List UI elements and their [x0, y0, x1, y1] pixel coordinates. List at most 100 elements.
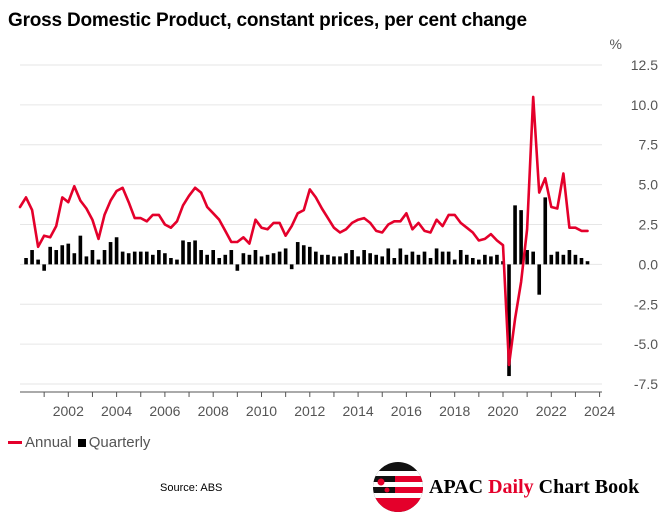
quarterly-bar [84, 256, 89, 265]
quarterly-bar [199, 250, 203, 265]
quarterly-bar [169, 258, 173, 265]
quarterly-bar [332, 256, 336, 265]
quarterly-bar [573, 254, 578, 265]
quarterly-bar [205, 254, 209, 265]
quarterly-bar [223, 254, 228, 265]
quarterly-bar [398, 248, 403, 265]
quarterly-bar [344, 253, 348, 265]
x-tick-label: 2004 [101, 403, 132, 419]
quarterly-bar [464, 254, 469, 265]
quarterly-bar [54, 250, 59, 265]
quarterly-bar [422, 251, 427, 265]
quarterly-bar [320, 254, 324, 265]
quarterly-bar [470, 258, 475, 265]
annual-line [18, 95, 589, 367]
quarterly-bar [60, 245, 65, 265]
quarterly-bar [144, 251, 149, 265]
y-tick-label: -5.0 [634, 336, 658, 352]
quarterly-bar [549, 254, 554, 265]
legend: Annual Quarterly [8, 434, 156, 451]
annual-line-layer [18, 95, 589, 367]
quarterly-bar [513, 205, 517, 265]
brand-logo-icon [373, 462, 423, 512]
quarterly-bar [96, 259, 101, 265]
quarterly-bar [446, 251, 451, 265]
quarterly-bar [138, 251, 143, 265]
quarterly-bar [265, 254, 270, 265]
quarterly-bar [537, 264, 542, 295]
quarterly-bar [132, 251, 137, 265]
quarterly-bar [229, 250, 234, 265]
quarterly-bar [326, 254, 330, 265]
quarterly-bar [416, 254, 421, 265]
y-tick-label: -2.5 [634, 296, 658, 312]
quarterly-bar [30, 250, 34, 265]
quarterly-bar [428, 258, 433, 265]
brand-name-suffix: Chart Book [533, 475, 640, 498]
quarterly-bar [181, 240, 185, 265]
quarterly-bar [283, 248, 288, 265]
quarterly-bar [241, 253, 246, 265]
legend-swatch-annual [8, 441, 22, 444]
quarterly-bar [163, 253, 167, 265]
quarterly-bars [24, 197, 590, 377]
quarterly-bar [555, 251, 560, 265]
quarterly-bar [356, 256, 360, 265]
quarterly-bar [277, 251, 282, 265]
quarterly-bar [247, 254, 252, 265]
y-axis-unit: % [610, 36, 622, 52]
quarterly-bar [338, 256, 342, 265]
brand-name: APAC Daily Chart Book [429, 476, 639, 499]
quarterly-bar [48, 246, 52, 265]
quarterly-bar [72, 253, 77, 265]
quarterly-bar [404, 254, 409, 265]
quarterly-bar [187, 242, 191, 265]
quarterly-bar [368, 253, 372, 265]
quarterly-bar [259, 256, 264, 265]
quarterly-bar [157, 250, 161, 265]
legend-label-quarterly: Quarterly [88, 434, 151, 451]
x-tick-label: 2016 [391, 403, 422, 419]
quarterly-bar [410, 251, 415, 265]
y-tick-label: 12.5 [631, 57, 658, 73]
quarterly-bar [126, 253, 131, 265]
quarterly-bar [235, 264, 240, 271]
quarterly-bar [579, 258, 584, 265]
x-tick-label: 2018 [439, 403, 470, 419]
y-tick-label: 0.0 [639, 256, 659, 272]
quarterly-bar [151, 254, 155, 265]
quarterly-bar [102, 250, 107, 265]
quarterly-bar [253, 250, 258, 265]
y-tick-label: 5.0 [639, 177, 659, 193]
x-tick-label: 2006 [149, 403, 180, 419]
quarterly-bar [66, 243, 71, 265]
x-tick-label: 2002 [53, 403, 84, 419]
quarterly-bar [350, 250, 354, 265]
quarterly-bar [295, 242, 300, 265]
quarterly-bar [452, 259, 457, 265]
quarterly-bar [458, 250, 463, 265]
x-tick-label: 2014 [343, 403, 374, 419]
quarterly-bar [42, 264, 46, 271]
quarterly-bar [301, 245, 306, 265]
quarterly-bar [483, 254, 487, 265]
x-tick-label: 2020 [487, 403, 518, 419]
quarterly-bar [217, 258, 222, 265]
x-tick-label: 2012 [294, 403, 325, 419]
axes: 12.5 10.0 7.5 5.0 2.5 0.0 -2.5 -5.0 -7.5% 2002 200… [20, 36, 658, 419]
brand-footer: APAC Daily Chart Book [373, 462, 639, 512]
quarterly-bar [519, 210, 523, 265]
quarterly-bar [78, 235, 83, 265]
y-tick-label: 7.5 [639, 137, 659, 153]
quarterly-bar [434, 248, 439, 265]
legend-item-annual: Annual [8, 434, 72, 451]
y-tick-label: 2.5 [639, 217, 659, 233]
quarterly-bar [440, 251, 445, 265]
brand-name-accent: Daily [488, 475, 534, 498]
quarterly-bar [120, 251, 125, 265]
y-tick-label: 10.0 [631, 97, 658, 113]
quarterly-bar [24, 258, 28, 265]
quarterly-bar [543, 197, 548, 265]
quarterly-bar [585, 261, 590, 265]
